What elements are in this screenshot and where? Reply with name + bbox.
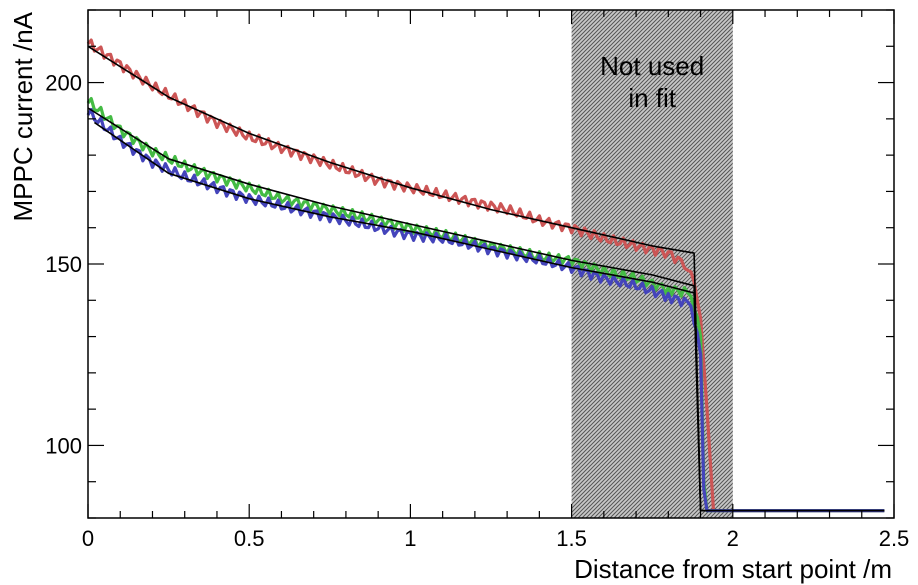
x-tick-label: 1: [404, 526, 416, 551]
data-series-2: [86, 107, 885, 513]
y-tick-label: 150: [45, 252, 82, 277]
x-tick-label: 0: [82, 526, 94, 551]
ticks-layer: 0 0.5 1 1.5 2 2.5 100 150 200: [45, 9, 910, 551]
shaded-band: [571, 10, 733, 518]
data-series-1: [86, 96, 885, 513]
shaded-label-line-2: in fit: [628, 83, 676, 113]
x-tick-label: 1.5: [556, 526, 587, 551]
fit-curve-5: [93, 121, 885, 512]
fit-curve-4: [87, 107, 885, 512]
plot-frame: [87, 9, 895, 519]
data-series-0: [86, 38, 885, 513]
x-axis-title: Distance from start point /m: [574, 554, 892, 584]
fit-curve-3: [87, 45, 885, 512]
series-layer: [86, 38, 885, 513]
x-tick-label: 2: [727, 526, 739, 551]
y-tick-label: 200: [45, 71, 82, 96]
x-tick-label: 0.5: [234, 526, 265, 551]
y-tick-label: 100: [45, 433, 82, 458]
shaded-label-line-1: Not used: [600, 51, 704, 81]
y-axis-title: MPPC current /nA: [8, 11, 38, 221]
not-used-region: [571, 10, 733, 518]
x-tick-label: 2.5: [879, 526, 910, 551]
